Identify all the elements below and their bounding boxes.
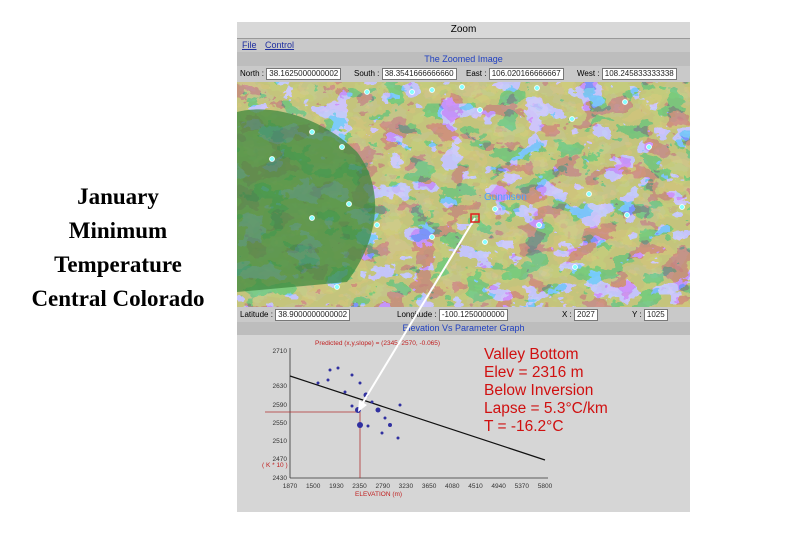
field: West : 108.245833333338 (577, 68, 677, 80)
cursor-row: Latitude : 38.9000000000002 Longitude : -… (237, 308, 690, 322)
field-label: Longitude : (397, 310, 437, 320)
slide-label-line: January (77, 184, 159, 209)
field-value[interactable]: 38.1625000000002 (266, 68, 342, 80)
slide-label-line: Minimum (68, 218, 168, 243)
section-header: The Zoomed Image (237, 52, 690, 66)
zoom-window: Zoom File Control The Zoomed Image North… (237, 22, 690, 512)
annotation-line: T = -16.2°C (484, 418, 564, 435)
field-label: X : (562, 310, 572, 320)
field-value[interactable]: 1025 (643, 309, 668, 321)
annotation: Valley Bottom Elev = 2316 m Below Inversio… (484, 346, 608, 436)
field-value[interactable]: 108.245833333338 (601, 68, 677, 80)
field-label: Latitude : (240, 310, 273, 320)
annotation-line: Valley Bottom (484, 346, 579, 363)
window-title: Zoom (237, 22, 690, 39)
map-valley (237, 109, 376, 292)
field-value[interactable]: 2027 (574, 309, 598, 321)
annotation-line: Lapse = 5.3°C/km (484, 400, 608, 417)
field: Y : 1025 (632, 309, 668, 321)
field-label: North : (240, 69, 265, 79)
slide-label-line: Temperature (54, 252, 182, 277)
zoomed-map: Gunnison (237, 82, 690, 307)
annotation-line: Below Inversion (484, 382, 594, 399)
field: South : 38.3541666666660 (354, 68, 457, 80)
menu-bar: File Control (237, 39, 695, 51)
field-label: East : (466, 69, 487, 79)
field: Latitude : 38.9000000000002 (240, 309, 351, 321)
field: X : 2027 (562, 309, 598, 321)
field-value[interactable]: 106.020166666667 (488, 68, 564, 80)
slide-label: January Minimum Temperature Central Colorad… (0, 180, 236, 316)
menu-item[interactable]: File (242, 40, 257, 50)
field: Longitude : -100.1250000000 (397, 309, 508, 321)
map-label: Gunnison (484, 192, 527, 203)
field-value[interactable]: 38.3541666666660 (381, 68, 457, 80)
graph-panel (237, 335, 690, 512)
slide-label-line: Central Colorado (31, 286, 205, 311)
menu-item[interactable]: Control (265, 40, 295, 50)
field-label: Y : (632, 310, 642, 320)
section-header: Elevation Vs Parameter Graph (237, 322, 690, 335)
field-label: West : (577, 69, 600, 79)
bounds-row: North : 38.1625000000002 South : 38.35416… (237, 67, 690, 81)
field: East : 106.020166666667 (466, 68, 564, 80)
field-value[interactable]: -100.1250000000 (438, 309, 508, 321)
field: North : 38.1625000000002 (240, 68, 342, 80)
field-value[interactable]: 38.9000000000002 (275, 309, 351, 321)
station-markers (269, 84, 685, 290)
annotation-line: Elev = 2316 m (484, 364, 584, 381)
field-label: South : (354, 69, 380, 79)
